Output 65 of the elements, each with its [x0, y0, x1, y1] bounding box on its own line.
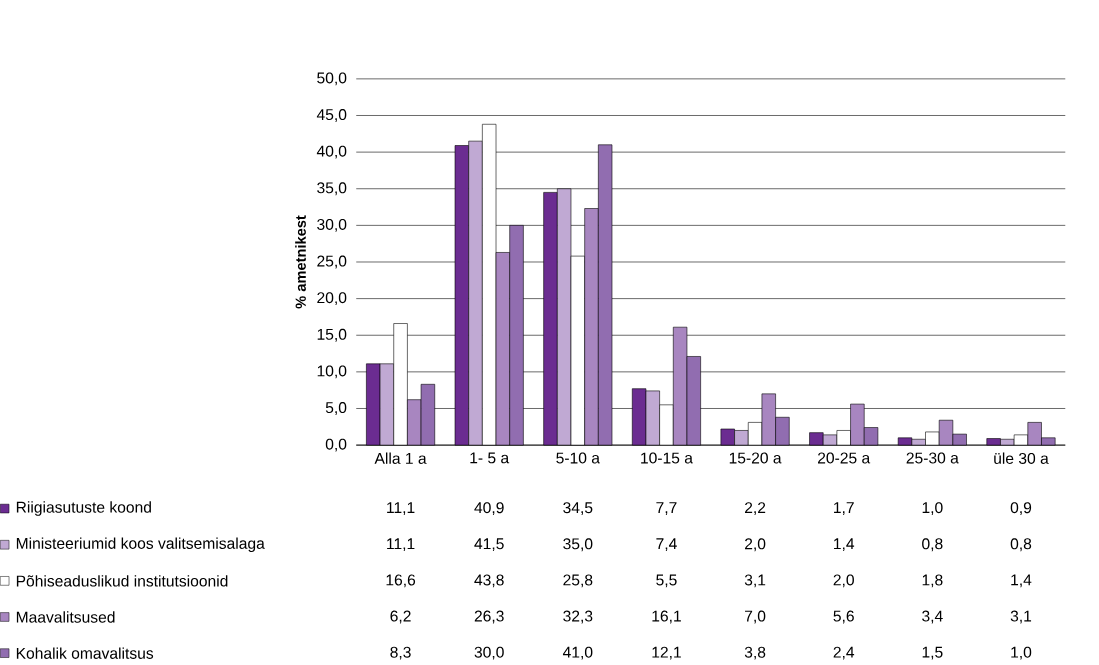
data-label: 2,0: [833, 574, 854, 588]
y-tick-label: 20,0: [317, 292, 347, 306]
data-label: 43,8: [474, 574, 504, 588]
data-label: 25,8: [563, 574, 593, 588]
data-label: 32,3: [563, 610, 593, 624]
data-label: 2,0: [745, 538, 766, 552]
data-label: 0,8: [922, 538, 943, 552]
data-label: 1,4: [834, 538, 855, 552]
data-label: 1,0: [922, 502, 943, 516]
data-label: 11,1: [387, 502, 415, 516]
data-label: 1,7: [834, 502, 854, 516]
legend-label: Ministeeriumid koos valitsemisalaga: [16, 537, 265, 553]
data-label: 3,4: [922, 610, 943, 624]
x-tick-label: 15-20 a: [729, 452, 782, 464]
data-label: 6,2: [390, 610, 411, 624]
data-label: 2,4: [833, 646, 855, 660]
legend-label: Riigiasutuste koond: [16, 501, 151, 516]
data-label: 2,2: [745, 502, 766, 516]
data-label: 7,7: [656, 502, 677, 516]
data-label: 30,0: [474, 646, 504, 660]
data-label: 0,8: [1010, 538, 1032, 552]
legend-label: Põhiseaduslikud institutsioonid: [16, 575, 228, 587]
legend-label: Maavalitsused: [16, 611, 115, 623]
data-label: 16,6: [386, 574, 416, 588]
data-label: 1,8: [922, 574, 943, 588]
data-label: 1,5: [922, 646, 943, 660]
x-tick-label: üle 30 a: [994, 452, 1049, 465]
data-label: 5,5: [656, 574, 677, 588]
data-label: 35,0: [563, 538, 593, 552]
x-tick-label: 10-15 a: [641, 452, 693, 464]
data-label: 7,4: [656, 538, 677, 552]
y-tick-label: 30,0: [317, 219, 347, 232]
data-label: 41,5: [474, 538, 504, 552]
x-tick-label: 20-25 a: [818, 452, 871, 464]
data-label: 41,0: [562, 646, 593, 660]
x-tick-label: Alla 1 a: [374, 452, 427, 465]
y-tick-label: 0,0: [325, 438, 347, 452]
data-label: 3,8: [744, 646, 766, 660]
y-axis-title: % ametnikest: [295, 215, 306, 309]
legend-label: Kohalik omavalitsus: [16, 647, 154, 659]
data-label: 40,9: [474, 502, 504, 516]
y-tick-label: 15,0: [317, 328, 347, 342]
data-label: 1,4: [1011, 574, 1032, 588]
data-label: 16,1: [652, 610, 681, 624]
y-tick-label: 25,0: [317, 255, 347, 269]
data-label: 3,1: [1010, 610, 1032, 624]
data-label: 7,0: [745, 610, 766, 624]
x-tick-label: 25-30 a: [906, 452, 959, 464]
data-label: 11,1: [387, 538, 415, 552]
x-tick-label: 1- 5 a: [470, 452, 510, 464]
data-label: 5,6: [833, 610, 854, 624]
data-label: 3,1: [744, 574, 766, 588]
y-tick-label: 5,0: [325, 402, 347, 416]
y-tick-label: 50,0: [317, 72, 347, 86]
data-label: 0,9: [1010, 502, 1032, 516]
y-tick-label: 10,0: [317, 365, 347, 379]
data-label: 34,5: [563, 502, 593, 516]
y-tick-label: 40,0: [316, 145, 347, 159]
data-label: 12,1: [652, 646, 681, 660]
data-label: 26,3: [474, 610, 504, 624]
y-tick-label: 35,0: [317, 182, 347, 196]
data-label: 8,3: [390, 646, 411, 660]
data-label: 1,0: [1011, 646, 1032, 660]
y-tick-label: 45,0: [316, 109, 347, 123]
x-tick-label: 5-10 a: [556, 452, 600, 464]
